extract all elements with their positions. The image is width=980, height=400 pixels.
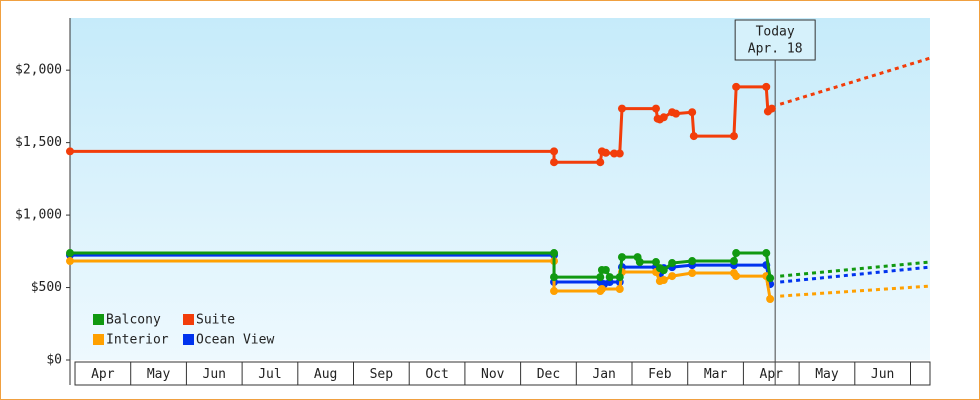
legend-label: Balcony (106, 313, 161, 328)
data-point (615, 273, 624, 282)
x-tick-label: Jun (203, 367, 226, 382)
x-tick-label: May (147, 367, 171, 382)
data-point (615, 149, 624, 158)
legend-swatch (93, 334, 104, 345)
month-strip (74, 361, 931, 386)
data-point (605, 273, 614, 282)
data-point (659, 276, 668, 285)
data-point (635, 258, 644, 267)
data-point (659, 266, 668, 275)
data-point (729, 132, 738, 141)
data-point (550, 249, 559, 258)
data-point (610, 149, 619, 158)
forecast-line (780, 265, 931, 284)
x-tick-label: Dec (537, 367, 560, 382)
data-point (601, 266, 610, 275)
data-point (659, 113, 668, 122)
x-tick-label: Feb (648, 367, 672, 382)
annotation-text: Today (756, 25, 795, 40)
data-point (729, 257, 738, 266)
data-point (596, 273, 605, 282)
data-point (689, 132, 698, 141)
y-tick-label: $0 (46, 353, 62, 368)
data-point (732, 249, 741, 258)
legend-swatch (183, 334, 194, 345)
x-tick-label: Sep (370, 367, 394, 382)
data-point (762, 249, 771, 258)
legend-label: Suite (196, 313, 235, 328)
data-point (601, 148, 610, 157)
data-point (668, 272, 677, 281)
y-tick-label: $2,000 (15, 63, 62, 78)
data-point (550, 273, 559, 282)
data-point (615, 284, 624, 293)
data-point (672, 109, 681, 118)
data-point (66, 257, 74, 266)
plot-area (70, 18, 930, 360)
data-point (617, 104, 626, 113)
today-box (734, 19, 816, 61)
data-point (688, 108, 697, 117)
data-point (668, 259, 677, 268)
legend-swatch (183, 314, 194, 325)
series-line (70, 253, 772, 286)
x-tick-label: Aug (314, 367, 337, 382)
data-point (688, 269, 697, 278)
data-point (732, 272, 741, 281)
forecast-line (780, 284, 931, 298)
data-point (66, 249, 74, 258)
x-tick-label: Jan (592, 367, 615, 382)
data-point (550, 147, 559, 156)
annotation-text: Apr. 18 (748, 42, 803, 57)
data-point (66, 147, 74, 156)
x-tick-label: Oct (425, 367, 448, 382)
forecast-line (780, 260, 931, 278)
x-tick-label: Nov (481, 367, 505, 382)
x-tick-label: Jul (258, 367, 281, 382)
x-tick-label: Apr (760, 367, 784, 382)
data-point (651, 104, 660, 113)
data-point (617, 253, 626, 262)
y-tick-label: $1,500 (15, 135, 62, 150)
data-point (766, 274, 775, 283)
data-point (732, 82, 741, 91)
x-tick-label: Mar (704, 367, 728, 382)
y-tick-label: $500 (31, 280, 62, 295)
legend-label: Interior (106, 333, 169, 348)
x-tick-label: May (815, 367, 839, 382)
forecast-line (779, 56, 931, 106)
data-point (766, 294, 775, 303)
data-point (762, 82, 771, 91)
legend-swatch (93, 314, 104, 325)
data-point (688, 257, 697, 266)
data-point (767, 104, 776, 113)
y-tick-label: $1,000 (15, 208, 62, 223)
x-tick-label: Apr (91, 367, 115, 382)
data-point (596, 158, 605, 167)
data-point (550, 287, 559, 296)
data-point (550, 158, 559, 167)
data-point (651, 258, 660, 267)
x-tick-label: Jun (871, 367, 894, 382)
legend-label: Ocean View (196, 333, 274, 348)
data-point (597, 284, 606, 293)
